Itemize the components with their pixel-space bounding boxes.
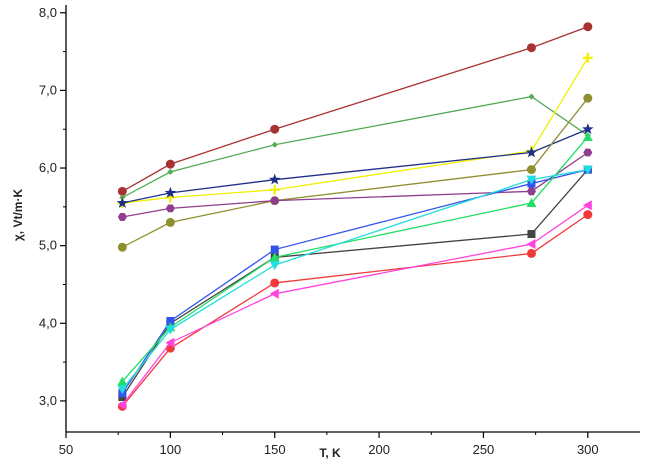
data-point xyxy=(270,245,279,254)
y-tick-label: 6,0 xyxy=(39,160,57,175)
data-point xyxy=(269,252,280,262)
x-axis-title: T, K xyxy=(319,446,341,460)
series-line xyxy=(121,168,588,394)
x-tick-label: 150 xyxy=(264,442,286,457)
series-line xyxy=(122,97,589,248)
data-point xyxy=(165,337,175,348)
series-5 xyxy=(117,93,593,252)
y-tick-label: 7,0 xyxy=(39,82,57,97)
data-point xyxy=(582,165,593,175)
axes: 50 100 150 200 250 300 3,0 4,0 5,0 6,0 7,0 8,0 xyxy=(39,5,640,457)
series-8 xyxy=(118,165,592,398)
x-tick-label: 100 xyxy=(160,442,182,457)
y-axis-title: χ, Vt/m·K xyxy=(11,189,25,242)
series-1 xyxy=(117,22,593,196)
series-7 xyxy=(118,165,592,402)
series-line xyxy=(121,169,589,398)
data-point xyxy=(269,288,279,299)
series-10 xyxy=(117,165,593,395)
data-point xyxy=(167,168,174,175)
data-point xyxy=(269,261,280,271)
data-point xyxy=(116,196,129,208)
data-point xyxy=(583,22,593,32)
data-point xyxy=(270,124,280,134)
data-point xyxy=(269,184,280,195)
data-point xyxy=(527,230,536,239)
y-tick-label: 3,0 xyxy=(39,393,57,408)
data-point xyxy=(582,200,592,211)
data-point xyxy=(270,196,280,205)
data-point xyxy=(117,385,128,395)
y-tick-label: 8,0 xyxy=(39,5,57,20)
data-point xyxy=(117,213,127,221)
series-3 xyxy=(117,52,593,208)
data-point xyxy=(526,43,536,53)
series-2 xyxy=(119,93,591,201)
data-point xyxy=(166,316,175,325)
x-tick-label: 50 xyxy=(59,442,73,457)
data-point xyxy=(583,210,593,220)
data-point xyxy=(582,52,593,63)
x-tick-label: 300 xyxy=(577,442,599,457)
series-line xyxy=(121,168,588,390)
data-point xyxy=(164,186,177,198)
data-point xyxy=(165,159,175,169)
data-point xyxy=(117,242,127,252)
x-tick-label: 200 xyxy=(368,442,390,457)
data-point xyxy=(525,146,538,158)
series-12 xyxy=(117,200,592,410)
data-point xyxy=(582,131,593,141)
data-point xyxy=(526,239,536,250)
data-point xyxy=(117,399,127,410)
series-6 xyxy=(117,148,593,221)
data-point xyxy=(526,175,537,185)
data-point xyxy=(583,93,593,103)
data-point xyxy=(117,186,127,196)
series-line xyxy=(122,95,589,199)
data-point xyxy=(165,217,175,227)
series-4 xyxy=(116,123,594,208)
y-tick-label: 5,0 xyxy=(39,238,57,253)
series-line xyxy=(121,214,589,407)
data-point xyxy=(526,197,537,207)
data-point xyxy=(528,93,535,100)
series-group xyxy=(116,22,594,411)
series-line xyxy=(122,57,589,204)
data-point xyxy=(526,248,536,258)
x-tick-label: 250 xyxy=(473,442,495,457)
y-tick-label: 4,0 xyxy=(39,315,57,330)
data-point xyxy=(165,204,175,213)
data-point xyxy=(270,278,280,288)
data-point xyxy=(271,141,278,148)
data-point xyxy=(526,187,536,196)
data-point xyxy=(117,376,128,386)
data-point xyxy=(583,148,593,157)
data-point xyxy=(269,173,281,185)
data-point xyxy=(165,325,176,335)
series-line xyxy=(121,136,589,382)
series-9 xyxy=(117,131,593,386)
data-point xyxy=(582,123,594,135)
data-point xyxy=(526,165,536,175)
